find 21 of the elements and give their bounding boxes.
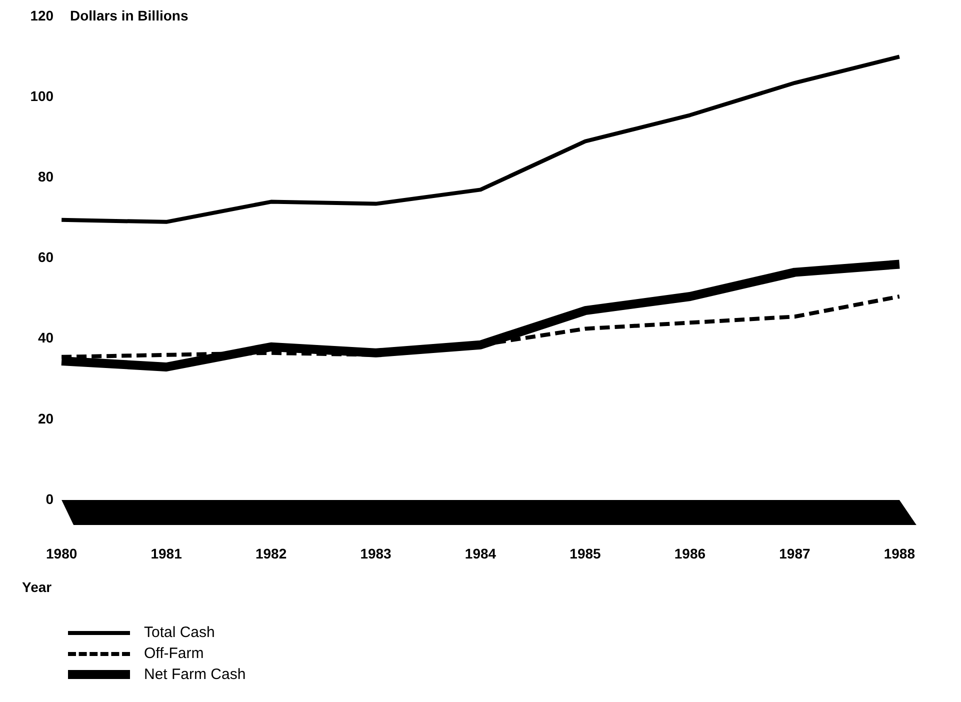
y-tick-label: 0 <box>46 490 54 507</box>
y-tick-label: 100 <box>30 88 54 104</box>
legend-label: Off-Farm <box>144 645 204 662</box>
x-tick-label: 1982 <box>255 545 287 562</box>
legend-label: Total Cash <box>144 624 215 641</box>
x-tick-label: 1983 <box>360 545 392 562</box>
y-axis-title: Dollars in Billions <box>70 7 188 24</box>
y-tick-label: 40 <box>38 330 54 346</box>
y-tick-label: 20 <box>38 410 54 426</box>
x-tick-label: 1988 <box>884 545 916 562</box>
x-tick-label: 1984 <box>464 545 496 562</box>
x-tick-label: 1985 <box>570 545 602 562</box>
x-tick-label: 1986 <box>674 545 706 562</box>
y-tick-label: 80 <box>38 168 54 184</box>
y-tick-label: 120 <box>30 7 54 24</box>
x-tick-label: 1987 <box>779 545 810 562</box>
y-tick-label: 60 <box>38 249 54 266</box>
x-tick-label: 1981 <box>150 545 182 562</box>
x-axis-title: Year <box>22 578 52 595</box>
legend-label: Net Farm Cash <box>144 666 246 683</box>
x-tick-label: 1980 <box>46 545 78 562</box>
